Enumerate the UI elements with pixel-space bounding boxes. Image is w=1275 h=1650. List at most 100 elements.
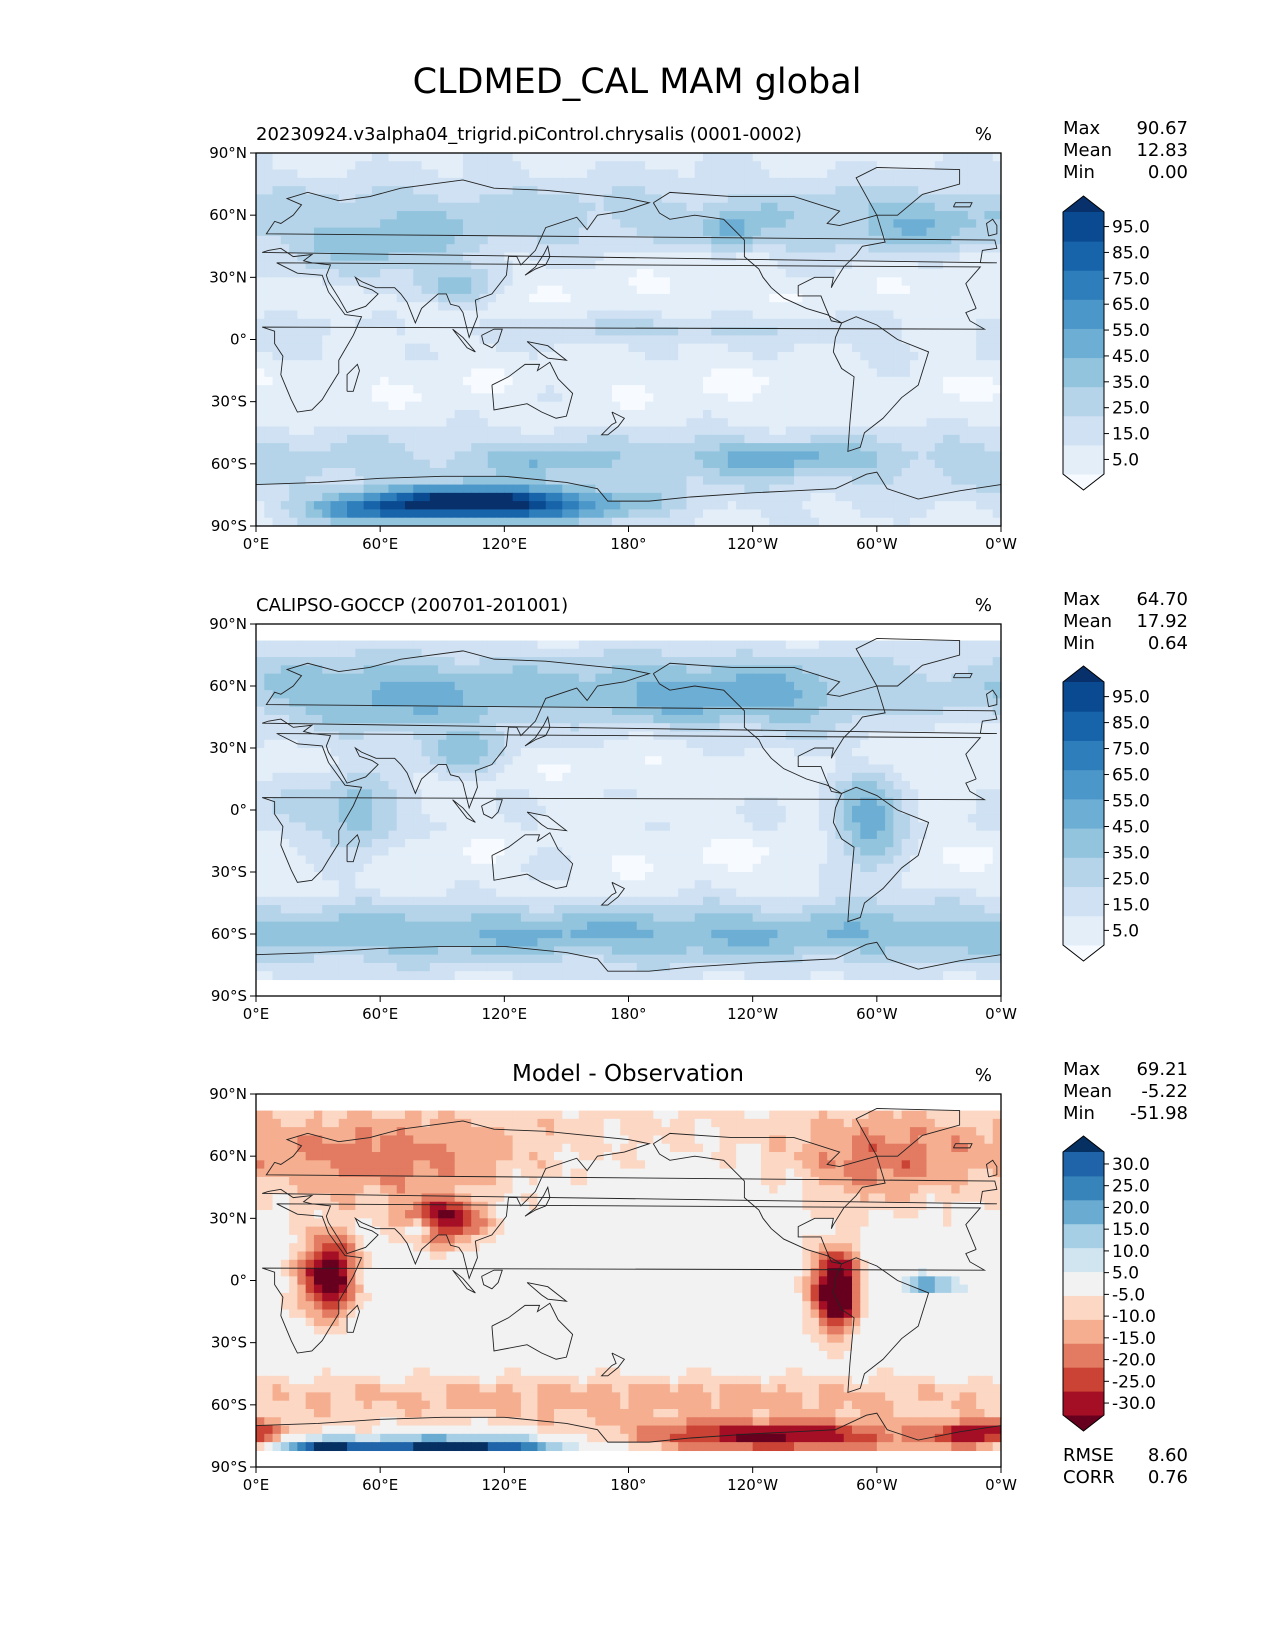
field-cell <box>711 302 721 312</box>
field-cell <box>951 235 961 245</box>
field-cell <box>562 343 572 353</box>
x-tick-label: 0°W <box>985 535 1017 553</box>
field-cell <box>636 360 646 370</box>
field-cell <box>818 252 828 262</box>
field-cell <box>827 409 837 419</box>
field-cell <box>421 434 431 444</box>
field-cell <box>545 368 555 378</box>
field-cell <box>554 360 563 370</box>
field-cell <box>727 418 737 428</box>
field-cell <box>347 351 356 361</box>
field-cell <box>951 706 961 716</box>
field-cell <box>578 690 588 699</box>
field-cell <box>305 517 315 526</box>
field-cell <box>943 673 952 683</box>
field-cell <box>893 343 903 353</box>
field-cell <box>537 235 547 245</box>
field-cell <box>967 335 977 345</box>
field-cell <box>570 202 580 212</box>
field-cell <box>669 401 679 411</box>
field-cell <box>380 202 390 212</box>
field-cell <box>272 335 282 345</box>
field-cell <box>835 368 845 378</box>
field-cell <box>976 269 986 278</box>
field-cell <box>934 186 944 196</box>
field-cell <box>926 673 936 683</box>
field-cell <box>462 269 472 278</box>
field-cell <box>413 211 423 220</box>
field-cell <box>636 343 646 353</box>
field-cell <box>545 227 555 237</box>
field-cell <box>529 714 539 724</box>
field-cell <box>421 517 431 526</box>
field-cell <box>429 310 439 320</box>
field-cell <box>653 335 663 345</box>
field-cell <box>943 186 952 196</box>
field-cell <box>512 501 522 511</box>
field-cell <box>918 648 928 658</box>
field-cell <box>256 260 265 270</box>
field-cell <box>371 451 381 461</box>
field-cell <box>355 648 365 658</box>
field-cell <box>603 169 613 179</box>
field-cell <box>860 343 870 353</box>
field-cell <box>926 501 936 511</box>
field-cell <box>529 343 539 353</box>
field-cell <box>446 343 456 353</box>
field-cell <box>421 484 431 494</box>
field-cell <box>305 219 315 229</box>
field-cell <box>885 476 894 486</box>
field-cell <box>305 706 315 716</box>
field-cell <box>587 698 596 708</box>
field-cell <box>280 202 290 212</box>
field-cell <box>967 211 977 220</box>
field-cell <box>570 665 580 675</box>
field-cell <box>992 202 1001 212</box>
field-cell <box>289 714 298 724</box>
field-cell <box>446 169 456 179</box>
coastline-8 <box>524 244 551 276</box>
field-cell <box>438 426 447 436</box>
field-cell <box>578 401 588 411</box>
field-cell <box>752 409 762 419</box>
field-cell <box>297 476 307 486</box>
field-cell <box>264 177 274 187</box>
field-cell <box>785 418 795 428</box>
field-cell <box>562 698 572 708</box>
field-cell <box>669 177 679 187</box>
field-cell <box>943 277 952 287</box>
field-cell <box>363 219 373 229</box>
field-cell <box>818 202 828 212</box>
field-cell <box>769 269 779 278</box>
field-cell <box>537 640 547 650</box>
field-cell <box>396 434 406 444</box>
field-cell <box>396 385 406 394</box>
field-cell <box>835 202 845 212</box>
field-cell <box>603 269 613 278</box>
field-cell <box>802 285 812 295</box>
field-cell <box>413 393 423 403</box>
field-cell <box>462 302 472 312</box>
field-cell <box>918 335 928 345</box>
field-cell <box>479 260 489 270</box>
field-cell <box>611 451 621 461</box>
field-cell <box>785 335 795 345</box>
field-cell <box>504 418 514 428</box>
field-cell <box>744 690 754 699</box>
field-cell <box>736 211 745 220</box>
field-cell <box>868 401 878 411</box>
field-cell <box>694 409 704 419</box>
field-cell <box>860 351 870 361</box>
field-cell <box>545 194 555 204</box>
field-cell <box>297 194 307 204</box>
field-cell <box>703 194 712 204</box>
field-cell <box>984 467 994 477</box>
field-cell <box>909 335 919 345</box>
field-cell <box>909 269 919 278</box>
field-cell <box>479 501 489 511</box>
field-cell <box>297 227 307 237</box>
field-cell <box>413 244 423 254</box>
field-cell <box>264 665 274 675</box>
field-cell <box>678 318 688 328</box>
field-cell <box>322 318 332 328</box>
